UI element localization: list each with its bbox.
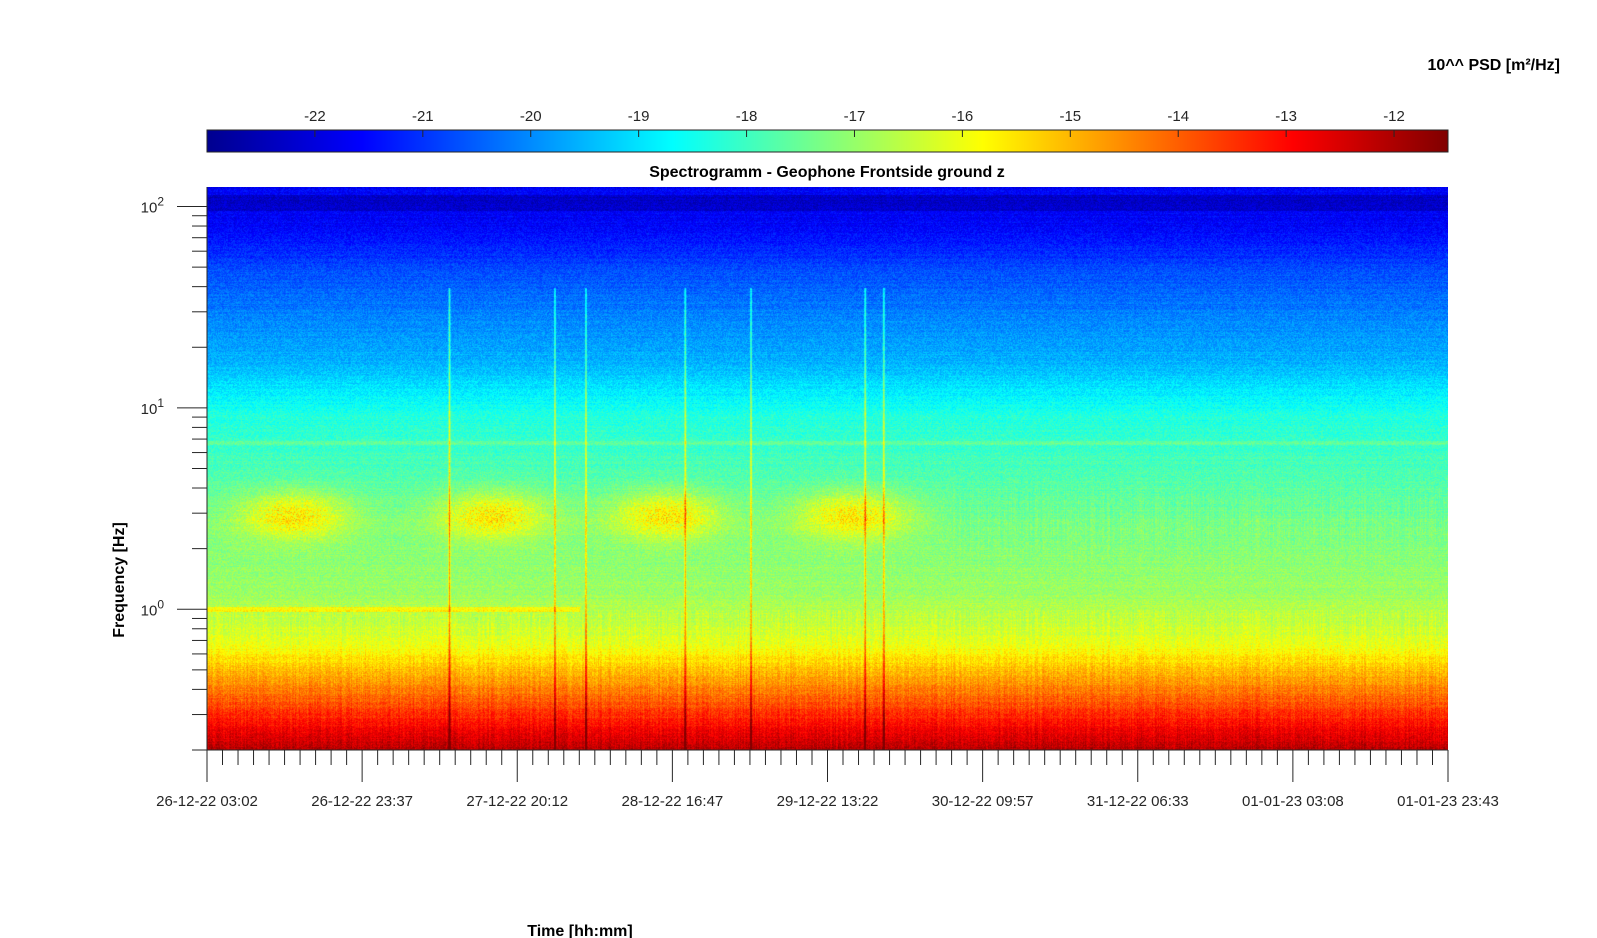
x-tick-label: 30-12-22 09:57 (932, 793, 1034, 810)
x-tick-label: 31-12-22 06:33 (1087, 793, 1189, 810)
colorbar-tick-label: -18 (736, 108, 758, 125)
spectrogram-heatmap (207, 187, 1448, 750)
colorbar-tick-label: -22 (304, 108, 326, 125)
colorbar-tick-label: -16 (952, 108, 974, 125)
y-tick-label: 100 (141, 597, 165, 619)
x-axis-label: Time [hh:mm] (527, 923, 632, 938)
chart-title: Spectrogramm - Geophone Frontside ground… (649, 164, 1005, 181)
y-axis-label: Frequency [Hz] (111, 522, 128, 638)
colorbar-tick-label: -12 (1383, 108, 1405, 125)
x-tick-label: 01-01-23 23:43 (1397, 793, 1499, 810)
colorbar-tick-label: -14 (1167, 108, 1189, 125)
x-tick-label: 26-12-22 03:02 (156, 793, 258, 810)
x-tick-label: 01-01-23 03:08 (1242, 793, 1344, 810)
x-tick-label: 28-12-22 16:47 (622, 793, 724, 810)
x-tick-label: 29-12-22 13:22 (777, 793, 879, 810)
colorbar-ticks: -22 -21 -20 -19 -18 -17 -16 -15 -14 -13 -12 (304, 108, 1405, 137)
colorbar-tick-label: -13 (1275, 108, 1297, 125)
colorbar-label: 10^^ PSD [m²/Hz] (1428, 57, 1560, 74)
y-axis: 100 101 102 (141, 187, 208, 751)
colorbar-tick-label: -17 (844, 108, 866, 125)
y-tick-label: 101 (141, 396, 165, 418)
colorbar: -22 -21 -20 -19 -18 -17 -16 -15 -14 -13 -12 (206, 108, 1449, 153)
colorbar-tick-label: -20 (520, 108, 542, 125)
colorbar-tick-label: -15 (1059, 108, 1081, 125)
x-axis: 26-12-22 03:02 26-12-22 23:37 27-12-22 20:… (156, 749, 1499, 810)
colorbar-gradient (206, 129, 1449, 153)
x-tick-label: 27-12-22 20:12 (466, 793, 568, 810)
x-tick-label: 26-12-22 23:37 (311, 793, 413, 810)
spectrogram-canvas (207, 187, 1448, 750)
colorbar-tick-label: -19 (628, 108, 650, 125)
colorbar-tick-label: -21 (412, 108, 434, 125)
y-tick-label: 102 (141, 195, 165, 217)
